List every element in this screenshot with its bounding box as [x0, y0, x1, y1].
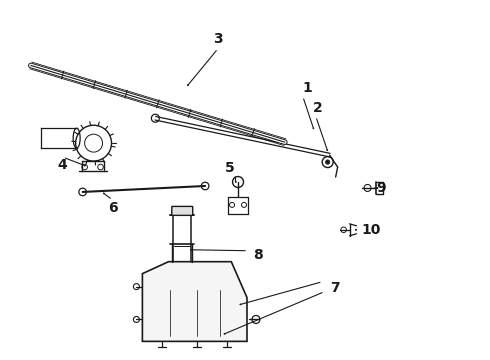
Text: 1: 1 [303, 81, 313, 95]
Text: 9: 9 [377, 181, 386, 195]
Text: 7: 7 [330, 280, 340, 294]
Text: 2: 2 [313, 101, 322, 115]
Text: 5: 5 [225, 161, 235, 175]
Text: 8: 8 [253, 248, 263, 262]
Text: 4: 4 [58, 158, 68, 172]
Polygon shape [143, 262, 247, 341]
Text: 10: 10 [362, 223, 381, 237]
Text: 3: 3 [213, 32, 223, 46]
FancyBboxPatch shape [172, 206, 193, 215]
Circle shape [325, 160, 330, 164]
Text: 6: 6 [108, 201, 117, 215]
